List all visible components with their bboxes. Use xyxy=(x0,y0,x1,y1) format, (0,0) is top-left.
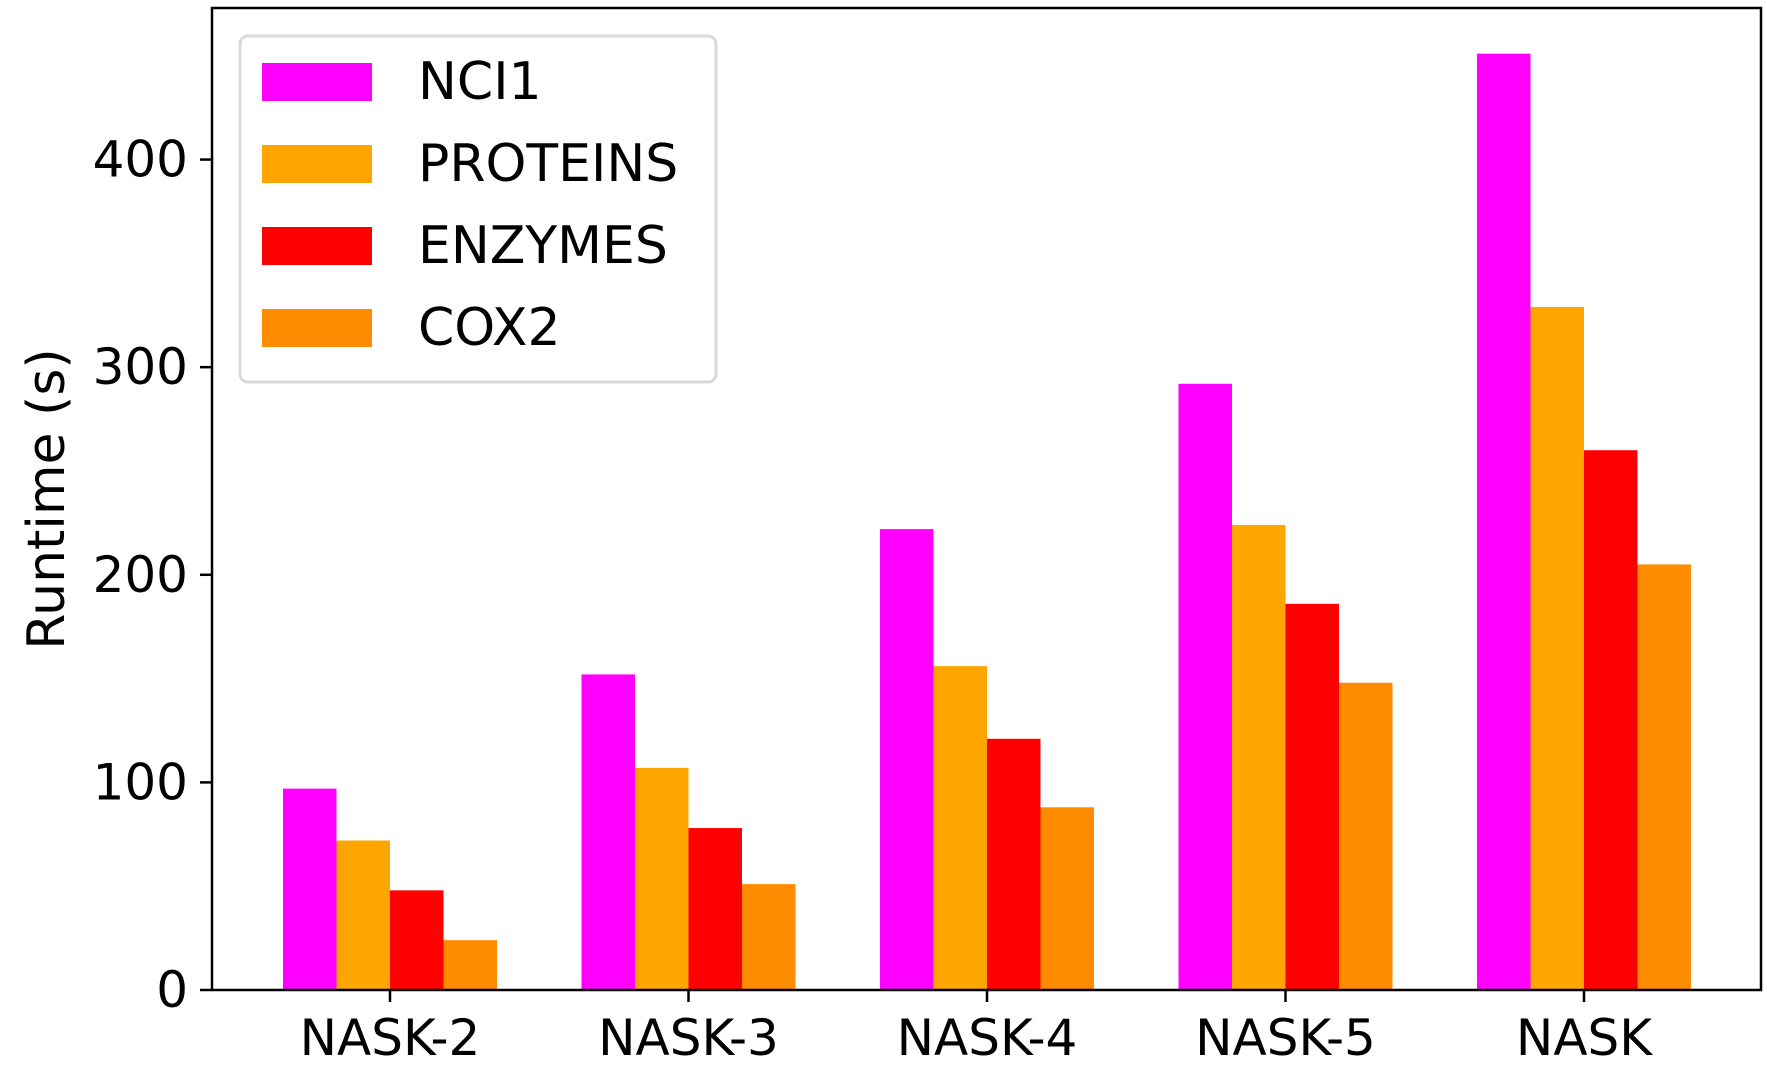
y-tick-label: 300 xyxy=(93,338,188,396)
bar-proteins-nask-2 xyxy=(336,840,390,990)
bar-nci1-nask-3 xyxy=(581,674,635,990)
bar-enzymes-nask xyxy=(1584,450,1638,990)
bar-cox2-nask-4 xyxy=(1040,807,1094,990)
legend-label-cox2: COX2 xyxy=(418,298,561,358)
legend-swatch-proteins xyxy=(262,145,372,183)
x-tick-label: NASK-5 xyxy=(1195,1009,1376,1067)
y-tick-label: 0 xyxy=(156,961,188,1019)
y-tick-label: 100 xyxy=(93,753,188,811)
bar-enzymes-nask-4 xyxy=(987,738,1041,990)
legend-label-nci1: NCI1 xyxy=(418,52,542,112)
bar-enzymes-nask-5 xyxy=(1285,603,1339,990)
bar-cox2-nask xyxy=(1637,564,1691,990)
bar-nci1-nask-5 xyxy=(1178,383,1232,991)
x-axis: NASK-2 NASK-3 NASK-4 NASK-5 NASK xyxy=(300,990,1653,1067)
legend: NCI1 PROTEINS ENZYMES COX2 xyxy=(238,34,718,384)
bar-proteins-nask-4 xyxy=(933,666,987,990)
bar-nci1-nask-4 xyxy=(880,529,934,990)
bar-nci1-nask-2 xyxy=(283,788,337,990)
legend-swatch-cox2 xyxy=(262,309,372,347)
bar-proteins-nask-3 xyxy=(635,767,689,990)
bar-enzymes-nask-3 xyxy=(688,828,742,990)
bar-proteins-nask-5 xyxy=(1232,524,1286,990)
x-tick-label: NASK-3 xyxy=(598,1009,779,1067)
bar-cox2-nask-3 xyxy=(742,884,796,990)
bar-proteins-nask xyxy=(1530,306,1584,990)
legend-swatch-nci1 xyxy=(262,63,372,101)
bar-cox2-nask-2 xyxy=(443,940,497,990)
bars-layer xyxy=(283,53,1691,991)
y-tick-label: 200 xyxy=(93,546,188,604)
y-axis-title: Runtime (s) xyxy=(17,348,77,649)
bar-enzymes-nask-2 xyxy=(390,890,444,990)
legend-label-proteins: PROTEINS xyxy=(418,134,678,194)
legend-frame xyxy=(238,34,718,384)
bar-cox2-nask-5 xyxy=(1339,682,1393,990)
x-tick-label: NASK-4 xyxy=(897,1009,1078,1067)
x-tick-label: NASK xyxy=(1516,1009,1653,1067)
legend-swatch-enzymes xyxy=(262,227,372,265)
x-tick-label: NASK-2 xyxy=(300,1009,481,1067)
bar-nci1-nask xyxy=(1477,53,1531,990)
y-axis: 0 100 200 300 400 xyxy=(93,131,212,1019)
legend-label-enzymes: ENZYMES xyxy=(418,216,668,276)
y-tick-label: 400 xyxy=(93,131,188,189)
